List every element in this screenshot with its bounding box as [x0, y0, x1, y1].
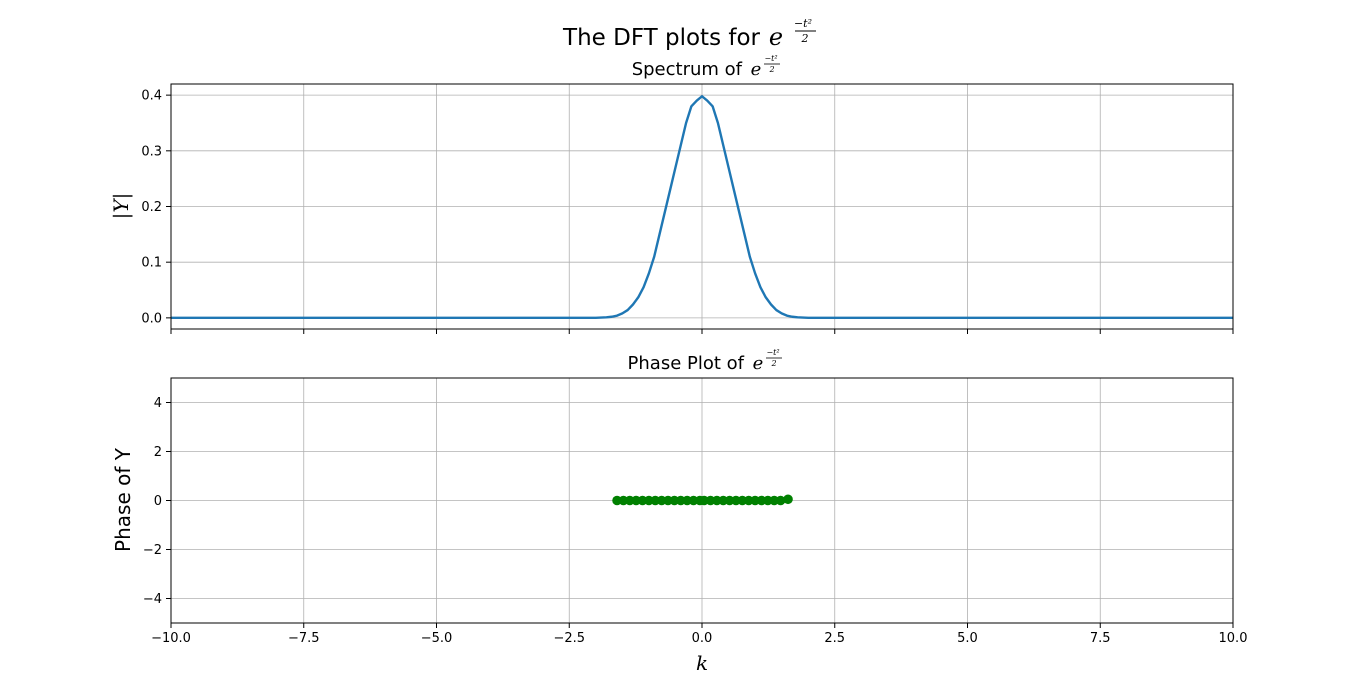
phase-title-exp-num: −t² — [766, 348, 779, 357]
phase-point — [783, 494, 793, 505]
phase-title: Phase Plot of e −t² 2 — [628, 348, 782, 374]
phase-series — [612, 494, 793, 506]
spectrum-ytick-label: 0.1 — [141, 256, 162, 271]
phase-title-base: e — [753, 353, 764, 374]
spectrum-title-base: e — [751, 59, 762, 80]
spectrum-ticks: 0.0 0.1 0.2 0.3 0.4 — [141, 89, 1234, 334]
phase-ytick-label: −4 — [143, 592, 162, 607]
phase-ytick-label: 2 — [154, 445, 162, 460]
phase-ytick-label: 4 — [154, 396, 162, 411]
figure-title-text: The DFT plots for — [562, 25, 761, 51]
spectrum-ytick-label: 0.0 — [141, 311, 162, 326]
phase-xtick-label: 7.5 — [1090, 631, 1111, 646]
spectrum-ytick-label: 0.4 — [141, 89, 162, 104]
spectrum-line — [171, 95, 1233, 320]
phase-ytick-label: −2 — [143, 543, 162, 558]
phase-ticks: −10.0 −7.5 −5.0 −2.5 0.0 2.5 5.0 7.5 10.0 −4 −2 0 2 4 — [143, 396, 1248, 646]
figure-title-base: e — [769, 23, 783, 51]
phase-xtick-label: 0.0 — [692, 631, 713, 646]
phase-ytick-label: 0 — [154, 494, 162, 509]
phase-xtick-label: −7.5 — [288, 631, 320, 646]
phase-ylabel: Phase of Y — [111, 447, 135, 552]
phase-title-exp-den: 2 — [770, 359, 776, 368]
spectrum-title-exp-num: −t² — [764, 54, 777, 63]
phase-xtick-label: 2.5 — [824, 631, 845, 646]
spectrum-title-exp-den: 2 — [768, 65, 774, 74]
phase-xtick-label: −5.0 — [421, 631, 453, 646]
spectrum-ylabel: |Y| — [109, 193, 134, 220]
spectrum-title: Spectrum of e −t² 2 — [632, 54, 780, 80]
figure-title: The DFT plots for e −t² 2 — [562, 17, 816, 51]
phase-point — [775, 495, 786, 506]
phase-xtick-label: 5.0 — [957, 631, 978, 646]
spectrum-axes: 0.0 0.1 0.2 0.3 0.4 Spectrum of e −t² 2 |Y| — [109, 54, 1234, 334]
spectrum-ytick-label: 0.2 — [141, 200, 162, 215]
phase-xlabel: k — [696, 651, 708, 675]
phase-axes: −10.0 −7.5 −5.0 −2.5 0.0 2.5 5.0 7.5 10.0 −4 −2 0 2 4… — [111, 348, 1247, 675]
spectrum-ytick-label: 0.3 — [141, 144, 162, 159]
phase-xtick-label: −2.5 — [553, 631, 585, 646]
phase-title-text: Phase Plot of — [628, 353, 745, 374]
phase-xtick-label: 10.0 — [1219, 631, 1248, 646]
spectrum-series — [171, 95, 1233, 320]
phase-xtick-label: −10.0 — [151, 631, 191, 646]
figure-title-exp-den: 2 — [801, 32, 809, 45]
figure-title-exp-num: −t² — [794, 17, 812, 30]
spectrum-title-text: Spectrum of — [632, 59, 743, 80]
